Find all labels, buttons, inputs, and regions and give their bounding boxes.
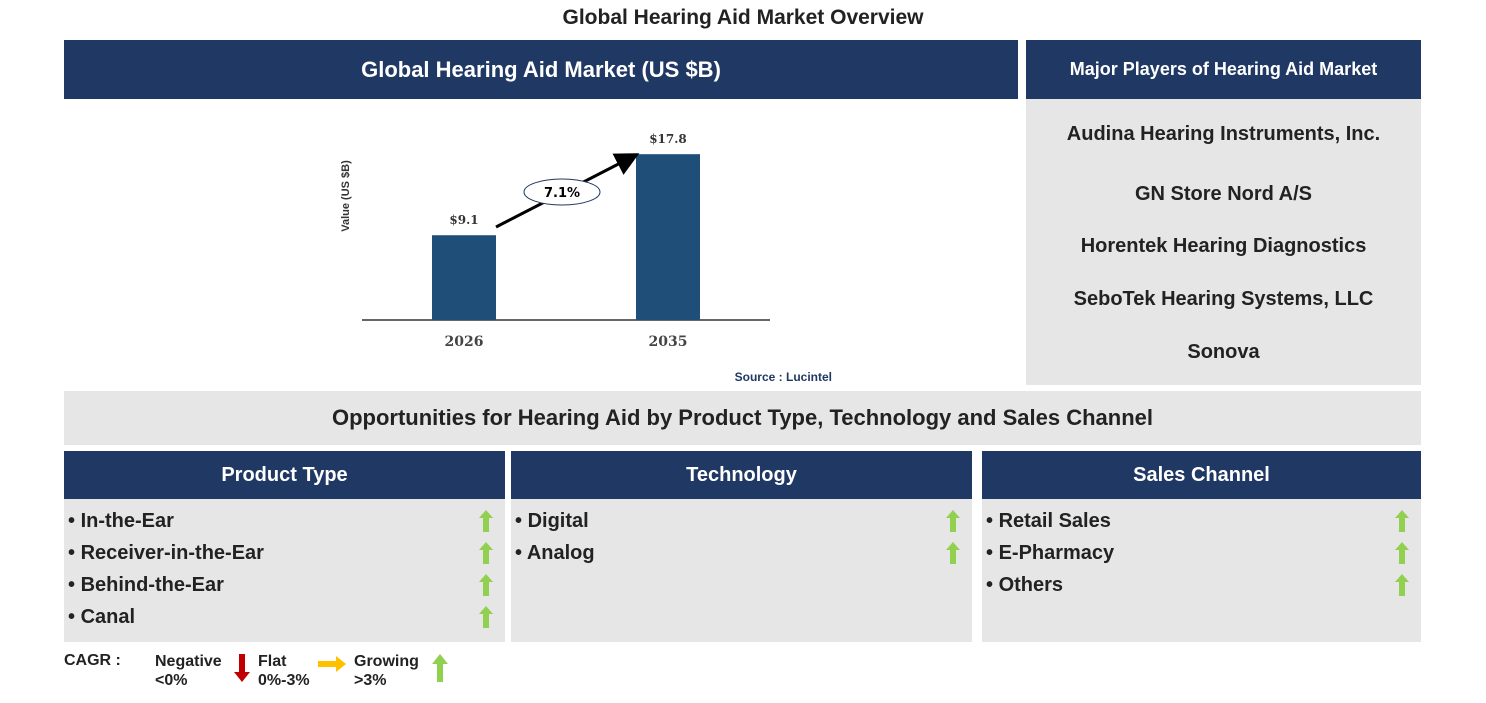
segment-list: • In-the-Ear • Receiver-in-the-Ear • Behin… — [64, 499, 505, 642]
legend-negative-text: Negative — [155, 653, 222, 670]
player-item: Audina Hearing Instruments, Inc. — [1066, 123, 1381, 145]
bullet: • — [515, 509, 528, 532]
legend-negative: Negative <0% — [155, 652, 222, 690]
legend-flat: Flat 0%-3% — [258, 652, 310, 690]
bullet: • — [68, 541, 81, 564]
segment-header: Technology — [511, 451, 972, 499]
x-tick-label: 2026 — [445, 334, 484, 350]
legend-growing-text: Growing — [354, 653, 419, 670]
up-arrow-icon — [946, 510, 960, 532]
player-item: GN Store Nord A/S — [1134, 183, 1313, 205]
player-item: SeboTek Hearing Systems, LLC — [1073, 288, 1374, 310]
up-arrow-icon — [1395, 510, 1409, 532]
segment-header: Product Type — [64, 451, 505, 499]
right-arrow-icon — [318, 656, 346, 672]
segment-header: Sales Channel — [982, 451, 1421, 499]
segment-item: • Others — [986, 569, 1417, 601]
up-arrow-icon — [432, 654, 448, 682]
bar-2026 — [432, 235, 496, 320]
bullet: • — [68, 509, 81, 532]
legend-flat-text: Flat — [258, 653, 287, 670]
segment-item: • E-Pharmacy — [986, 537, 1417, 569]
legend-label: CAGR : — [64, 652, 121, 669]
cagr-ellipse — [523, 178, 601, 206]
up-arrow-icon — [479, 606, 493, 628]
legend-flat-range: 0%-3% — [258, 672, 310, 689]
page-title: Global Hearing Aid Market Overview — [562, 6, 924, 29]
legend-growing: Growing >3% — [354, 652, 419, 690]
bullet: • — [515, 541, 527, 564]
opportunities-title: Opportunities for Hearing Aid by Product… — [64, 391, 1421, 445]
x-tick-label: 2035 — [649, 334, 688, 350]
segment-item: • Behind-the-Ear — [68, 569, 501, 601]
bullet: • — [986, 573, 999, 596]
y-axis-label: Value (US $B) — [340, 160, 352, 232]
segment-item-label: Analog — [526, 541, 595, 564]
bullet: • — [68, 605, 81, 628]
source-label: Source : Lucintel — [735, 370, 832, 384]
cagr-label: 7.1% — [544, 186, 580, 201]
segment-item: • Digital — [515, 505, 968, 537]
bullet: • — [68, 573, 81, 596]
players-panel — [1026, 99, 1421, 385]
segment-item-label: Retail Sales — [998, 509, 1111, 532]
up-arrow-icon — [946, 542, 960, 564]
chart-header: Global Hearing Aid Market (US $B) — [64, 40, 1018, 99]
up-arrow-icon — [1395, 542, 1409, 564]
up-arrow-icon — [479, 510, 493, 532]
segment-item-label: Receiver-in-the-Ear — [80, 541, 264, 564]
segment-item: • In-the-Ear — [68, 505, 501, 537]
up-arrow-icon — [479, 574, 493, 596]
bullet: • — [986, 541, 999, 564]
segment-item-label: Others — [998, 573, 1064, 596]
segment-item-label: Behind-the-Ear — [80, 573, 224, 596]
bar-2035 — [636, 154, 700, 320]
segment-item: • Canal — [68, 601, 501, 633]
legend-negative-range: <0% — [155, 672, 188, 689]
segment-item-label: Digital — [527, 509, 589, 532]
segment-item-label: In-the-Ear — [80, 509, 174, 532]
up-arrow-icon — [1395, 574, 1409, 596]
players-header: Major Players of Hearing Aid Market — [1026, 40, 1421, 99]
bullet: • — [986, 509, 999, 532]
segment-list: • Digital • Analog — [511, 499, 972, 642]
segment-item-label: E-Pharmacy — [998, 541, 1115, 564]
segment-item: • Receiver-in-the-Ear — [68, 537, 501, 569]
segment-list: • Retail Sales • E-Pharmacy • Others — [982, 499, 1421, 642]
data-label: $17.8 — [649, 132, 687, 146]
segment-item: • Retail Sales — [986, 505, 1417, 537]
legend-growing-range: >3% — [354, 672, 387, 689]
segment-item: • Analog — [515, 537, 968, 569]
player-item: Sonova — [1187, 341, 1260, 363]
segment-item-label: Canal — [80, 605, 136, 628]
bar-chart: Value (US $B) $9.1 2026 $17.8 2035 7.1% Sou… — [340, 132, 832, 384]
up-arrow-icon — [479, 542, 493, 564]
data-label: $9.1 — [449, 213, 478, 227]
player-item: Horentek Hearing Diagnostics — [1080, 235, 1367, 257]
down-arrow-icon — [234, 654, 250, 682]
